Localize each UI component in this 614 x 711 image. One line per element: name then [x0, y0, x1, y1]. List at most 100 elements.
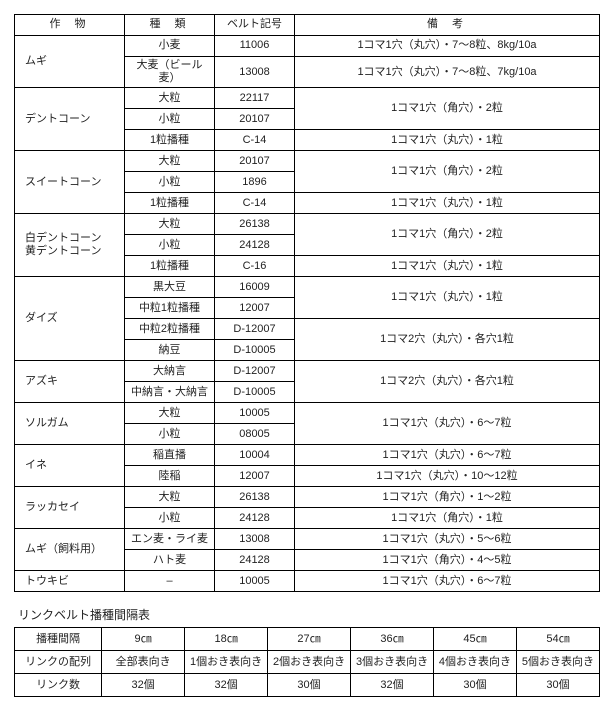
type-cell: 小粒: [125, 172, 215, 193]
table2-row: リンクの配列全部表向き1個おき表向き2個おき表向き3個おき表向き4個おき表向き5…: [15, 651, 600, 674]
table-row: ダイズ黒大豆160091コマ1穴（丸穴）・1粒: [15, 277, 600, 298]
belt-cell: 26138: [215, 214, 295, 235]
row-value: 全部表向き: [102, 651, 185, 674]
note-cell: 1コマ2穴（丸穴）・各穴1粒: [295, 361, 600, 403]
type-cell: 大粒: [125, 214, 215, 235]
type-cell: ハト麦: [125, 550, 215, 571]
note-cell: 1コマ1穴（角穴）・2粒: [295, 214, 600, 256]
row-value: 2個おき表向き: [268, 651, 351, 674]
type-cell: –: [125, 571, 215, 592]
note-cell: 1コマ1穴（丸穴）・1粒: [295, 277, 600, 319]
type-cell: 小麦: [125, 36, 215, 57]
row-value: 4個おき表向き: [434, 651, 517, 674]
belt-cell: 08005: [215, 424, 295, 445]
type-cell: 大麦（ビール麦）: [125, 57, 215, 88]
table-row: スイートコーン大粒201071コマ1穴（角穴）・2粒: [15, 151, 600, 172]
belt-cell: 1896: [215, 172, 295, 193]
type-cell: 1粒播種: [125, 256, 215, 277]
crop-cell: 白デントコーン黄デントコーン: [15, 214, 125, 277]
belt-cell: C-14: [215, 130, 295, 151]
crop-cell: デントコーン: [15, 88, 125, 151]
belt-cell: 11006: [215, 36, 295, 57]
belt-cell: 20107: [215, 151, 295, 172]
row-label: リンクの配列: [15, 651, 102, 674]
type-cell: 中粒2粒播種: [125, 319, 215, 340]
crop-cell: ダイズ: [15, 277, 125, 361]
belt-cell: C-16: [215, 256, 295, 277]
header-crop: 作物: [15, 15, 125, 36]
belt-cell: 22117: [215, 88, 295, 109]
belt-cell: 12007: [215, 466, 295, 487]
type-cell: 1粒播種: [125, 130, 215, 151]
row-value: 30個: [434, 674, 517, 697]
type-cell: 小粒: [125, 424, 215, 445]
row-value: 9㎝: [102, 628, 185, 651]
note-cell: 1コマ1穴（丸穴）・6〜7粒: [295, 571, 600, 592]
row-value: 45㎝: [434, 628, 517, 651]
belt-cell: D-12007: [215, 319, 295, 340]
link-belt-table: 播種間隔9㎝18㎝27㎝36㎝45㎝54㎝リンクの配列全部表向き1個おき表向き2…: [14, 627, 600, 697]
type-cell: 陸稲: [125, 466, 215, 487]
type-cell: 大粒: [125, 151, 215, 172]
table-row: デントコーン大粒221171コマ1穴（角穴）・2粒: [15, 88, 600, 109]
crop-cell: スイートコーン: [15, 151, 125, 214]
type-cell: 黒大豆: [125, 277, 215, 298]
row-value: 5個おき表向き: [516, 651, 599, 674]
note-cell: 1コマ1穴（丸穴）・6〜7粒: [295, 403, 600, 445]
type-cell: 大粒: [125, 487, 215, 508]
type-cell: 1粒播種: [125, 193, 215, 214]
header-belt: ベルト記号: [215, 15, 295, 36]
row-value: 18㎝: [185, 628, 268, 651]
type-cell: エン麦・ライ麦: [125, 529, 215, 550]
note-cell: 1コマ1穴（角穴）・4〜5粒: [295, 550, 600, 571]
row-label: リンク数: [15, 674, 102, 697]
row-value: 1個おき表向き: [185, 651, 268, 674]
type-cell: 納豆: [125, 340, 215, 361]
note-cell: 1コマ1穴（丸穴）・5〜6粒: [295, 529, 600, 550]
table-row: イネ稲直播100041コマ1穴（丸穴）・6〜7粒: [15, 445, 600, 466]
table-row: ムギ小麦110061コマ1穴（丸穴）・7〜8粒、8kg/10a: [15, 36, 600, 57]
row-value: 3個おき表向き: [351, 651, 434, 674]
table-row: アズキ大納言D-120071コマ2穴（丸穴）・各穴1粒: [15, 361, 600, 382]
belt-cell: 10005: [215, 571, 295, 592]
note-cell: 1コマ1穴（丸穴）・1粒: [295, 130, 600, 151]
table2-title: リンクベルト播種間隔表: [18, 606, 600, 623]
crop-cell: ムギ（飼料用）: [15, 529, 125, 571]
type-cell: 小粒: [125, 508, 215, 529]
note-cell: 1コマ1穴（角穴）・1〜2粒: [295, 487, 600, 508]
note-cell: 1コマ1穴（丸穴）・7〜8粒、8kg/10a: [295, 36, 600, 57]
note-cell: 1コマ1穴（角穴）・2粒: [295, 151, 600, 193]
row-value: 32個: [351, 674, 434, 697]
crop-cell: アズキ: [15, 361, 125, 403]
note-cell: 1コマ1穴（角穴）・2粒: [295, 88, 600, 130]
belt-cell: 10005: [215, 403, 295, 424]
header-note: 備考: [295, 15, 600, 36]
belt-cell: 16009: [215, 277, 295, 298]
belt-cell: 12007: [215, 298, 295, 319]
note-cell: 1コマ1穴（角穴）・1粒: [295, 508, 600, 529]
row-label: 播種間隔: [15, 628, 102, 651]
type-cell: 小粒: [125, 109, 215, 130]
table-row: ソルガム大粒100051コマ1穴（丸穴）・6〜7粒: [15, 403, 600, 424]
belt-cell: 26138: [215, 487, 295, 508]
row-value: 27㎝: [268, 628, 351, 651]
belt-cell: 10004: [215, 445, 295, 466]
crop-cell: ムギ: [15, 36, 125, 88]
table-row: トウキビ–100051コマ1穴（丸穴）・6〜7粒: [15, 571, 600, 592]
type-cell: 小粒: [125, 235, 215, 256]
type-cell: 中粒1粒播種: [125, 298, 215, 319]
type-cell: 稲直播: [125, 445, 215, 466]
row-value: 54㎝: [516, 628, 599, 651]
header-type: 種類: [125, 15, 215, 36]
type-cell: 大粒: [125, 403, 215, 424]
note-cell: 1コマ1穴（丸穴）・7〜8粒、7kg/10a: [295, 57, 600, 88]
note-cell: 1コマ2穴（丸穴）・各穴1粒: [295, 319, 600, 361]
note-cell: 1コマ1穴（丸穴）・10〜12粒: [295, 466, 600, 487]
belt-cell: 24128: [215, 508, 295, 529]
belt-cell: D-10005: [215, 340, 295, 361]
row-value: 30個: [268, 674, 351, 697]
note-cell: 1コマ1穴（丸穴）・6〜7粒: [295, 445, 600, 466]
crop-cell: ラッカセイ: [15, 487, 125, 529]
table-row: ラッカセイ大粒261381コマ1穴（角穴）・1〜2粒: [15, 487, 600, 508]
seeding-table: 作物種類ベルト記号備考ムギ小麦110061コマ1穴（丸穴）・7〜8粒、8kg/1…: [14, 14, 600, 592]
